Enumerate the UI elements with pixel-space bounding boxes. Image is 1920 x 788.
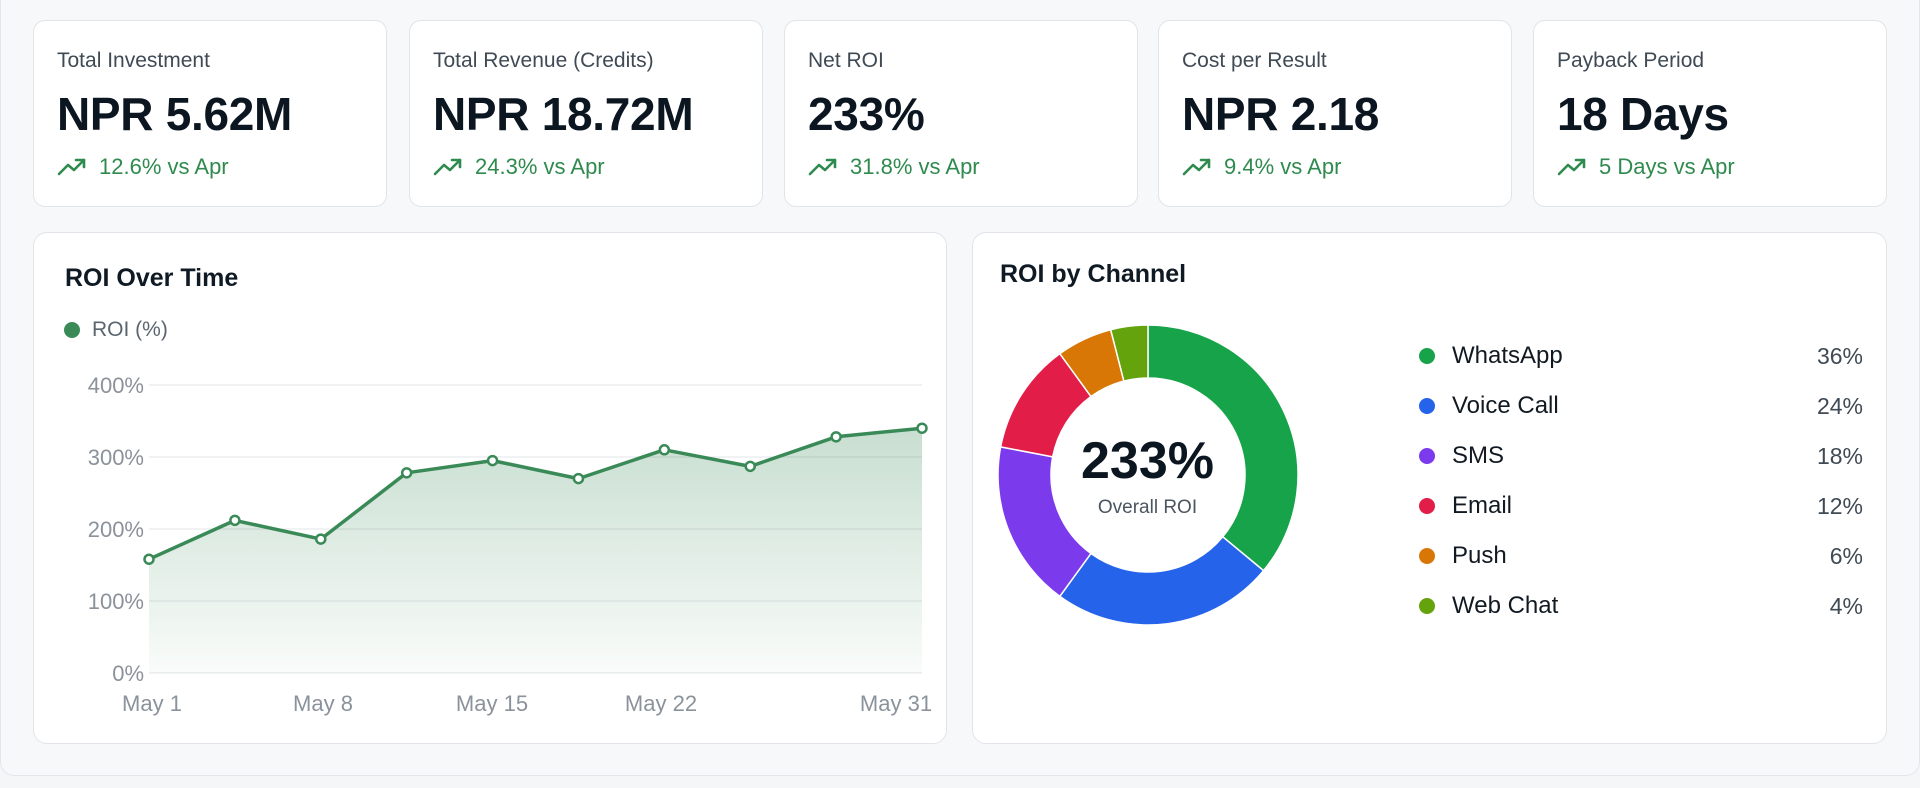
chart-title: ROI Over Time xyxy=(65,264,239,292)
channel-name: Voice Call xyxy=(1452,392,1559,419)
roi-data-point[interactable] xyxy=(229,514,241,527)
roi-data-point[interactable] xyxy=(916,422,928,434)
channel-name: Email xyxy=(1452,492,1513,519)
trend-up-icon xyxy=(1182,158,1211,176)
kpi-label: Total Revenue (Credits) xyxy=(433,49,654,72)
kpi-trend: 31.8% vs Apr xyxy=(808,154,980,180)
roi-data-point[interactable] xyxy=(486,454,499,467)
kpi-card-payback-period: Payback Period 18 Days 5 Days vs Apr xyxy=(1533,20,1887,207)
chart-title: ROI by Channel xyxy=(1000,260,1187,288)
roi-data-point[interactable] xyxy=(400,467,413,479)
kpi-value: NPR 2.18 xyxy=(1182,88,1380,140)
roi-by-channel-card: ROI by Channel 233% Overall ROI WhatsApp… xyxy=(972,232,1887,744)
kpi-label: Net ROI xyxy=(808,49,884,72)
roi-data-point[interactable] xyxy=(143,553,155,565)
kpi-label: Payback Period xyxy=(1557,49,1705,72)
roi-donut-chart xyxy=(997,324,1299,626)
trend-up-icon xyxy=(433,158,462,176)
donut-slice-voice-call[interactable] xyxy=(1058,535,1265,626)
kpi-card-net-roi: Net ROI 233% 31.8% vs Apr xyxy=(784,20,1138,207)
legend-swatch xyxy=(1419,498,1435,514)
x-tick-label: May 8 xyxy=(293,691,353,716)
channel-legend-item: Web Chat 4% xyxy=(1419,581,1863,631)
channel-legend-item: SMS 18% xyxy=(1419,431,1863,481)
kpi-trend: 9.4% vs Apr xyxy=(1182,154,1341,180)
channel-name: WhatsApp xyxy=(1452,342,1563,369)
kpi-card-cost-per-result: Cost per Result NPR 2.18 9.4% vs Apr xyxy=(1158,20,1512,207)
kpi-card-total-revenue: Total Revenue (Credits) NPR 18.72M 24.3%… xyxy=(409,20,763,207)
legend-swatch xyxy=(64,322,80,338)
channel-pct: 18% xyxy=(1816,442,1863,469)
chart-legend: ROI (%) xyxy=(64,318,168,342)
legend-swatch xyxy=(1419,548,1435,564)
channel-legend-item: WhatsApp 36% xyxy=(1419,331,1863,381)
donut-slice-whatsapp[interactable] xyxy=(1147,324,1299,572)
x-tick-label: May 31 xyxy=(860,691,932,716)
channel-pct: 24% xyxy=(1816,392,1863,419)
trend-up-icon xyxy=(57,158,86,176)
kpi-label: Total Investment xyxy=(57,49,210,72)
legend-swatch xyxy=(1419,448,1435,464)
y-tick-label: 300% xyxy=(88,445,144,470)
roi-data-point[interactable] xyxy=(572,472,585,485)
donut-slice-web-chat[interactable] xyxy=(1109,324,1149,382)
kpi-trend-text: 31.8% vs Apr xyxy=(850,154,980,179)
channel-legend-item: Voice Call 24% xyxy=(1419,381,1863,431)
channel-name: Web Chat xyxy=(1452,592,1559,619)
roi-area-fill xyxy=(149,428,922,673)
roi-over-time-card: 400% 300% 200% 100% 0% May 1 May 8 May 15 May 2… xyxy=(33,232,947,744)
channel-legend-item: Email 12% xyxy=(1419,481,1863,531)
roi-data-point[interactable] xyxy=(744,460,756,473)
legend-label: ROI (%) xyxy=(92,318,168,341)
kpi-trend: 24.3% vs Apr xyxy=(433,154,605,180)
kpi-label: Cost per Result xyxy=(1182,49,1327,72)
kpi-row: Total Investment NPR 5.62M 12.6% vs Apr … xyxy=(33,20,1887,207)
y-tick-label: 400% xyxy=(88,373,144,398)
channel-legend-item: Push 6% xyxy=(1419,531,1863,581)
roi-line-chart: 400% 300% 200% 100% 0% May 1 May 8 May 15 May 2… xyxy=(88,373,932,716)
channel-legend: WhatsApp 36% Voice Call 24% SMS 18% Email 12… xyxy=(1419,331,1863,631)
kpi-trend-text: 5 Days vs Apr xyxy=(1599,154,1735,179)
channel-pct: 12% xyxy=(1816,492,1863,519)
channel-pct: 36% xyxy=(1816,342,1863,369)
y-tick-label: 100% xyxy=(88,589,144,614)
channel-name: SMS xyxy=(1452,442,1505,469)
roi-data-point[interactable] xyxy=(315,533,327,545)
channel-pct: 4% xyxy=(1829,592,1863,619)
channel-pct: 6% xyxy=(1829,542,1863,569)
donut-center-value: 233% xyxy=(1081,432,1214,490)
roi-data-point[interactable] xyxy=(830,431,842,443)
kpi-value: NPR 18.72M xyxy=(433,88,694,140)
kpi-value: 18 Days xyxy=(1557,88,1729,140)
legend-swatch xyxy=(1419,598,1435,614)
kpi-trend-text: 24.3% vs Apr xyxy=(475,154,605,179)
y-tick-label: 200% xyxy=(88,517,144,542)
x-tick-label: May 1 xyxy=(122,691,182,716)
kpi-value: NPR 5.62M xyxy=(57,88,293,140)
trend-up-icon xyxy=(808,158,837,176)
channel-name: Push xyxy=(1452,542,1507,569)
legend-swatch xyxy=(1419,398,1435,414)
donut-center-label: Overall ROI xyxy=(1097,497,1198,518)
y-tick-label: 0% xyxy=(112,661,144,686)
kpi-trend: 5 Days vs Apr xyxy=(1557,154,1735,180)
x-tick-label: May 22 xyxy=(625,691,697,716)
kpi-value: 233% xyxy=(808,88,925,140)
legend-swatch xyxy=(1419,348,1435,364)
kpi-trend-text: 12.6% vs Apr xyxy=(99,154,229,179)
trend-up-icon xyxy=(1557,158,1586,176)
roi-data-point[interactable] xyxy=(658,444,671,456)
roi-series-line xyxy=(148,426,923,561)
x-tick-label: May 15 xyxy=(456,691,528,716)
kpi-trend: 12.6% vs Apr xyxy=(57,154,229,180)
kpi-trend-text: 9.4% vs Apr xyxy=(1224,154,1342,179)
kpi-card-total-investment: Total Investment NPR 5.62M 12.6% vs Apr xyxy=(33,20,387,207)
